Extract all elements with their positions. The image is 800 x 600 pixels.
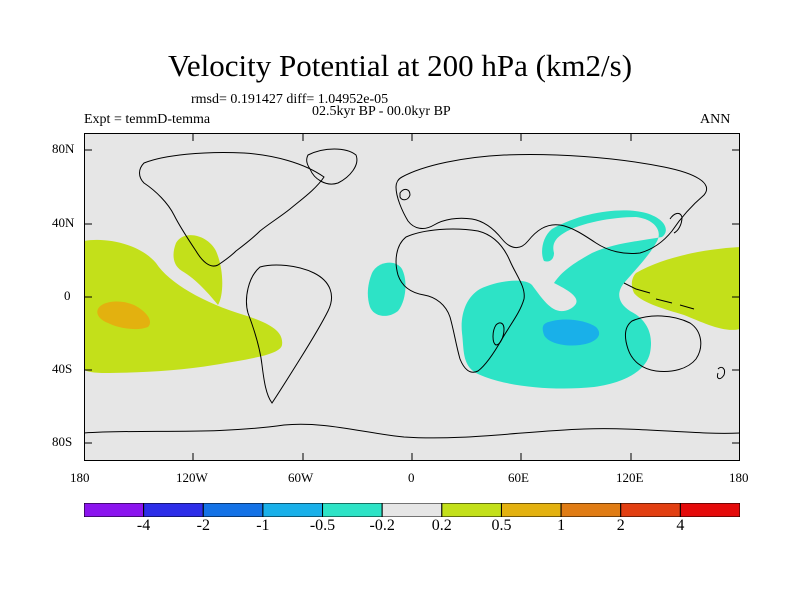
stats-label: rmsd= 0.191427 diff= 1.04952e-05 bbox=[191, 92, 389, 107]
colorbar-swatch bbox=[500, 503, 562, 517]
coastlines bbox=[84, 148, 740, 439]
coast-greenland bbox=[306, 148, 358, 185]
x-tick-60e: 60E bbox=[508, 470, 529, 485]
season-label: ANN bbox=[700, 112, 731, 127]
coast-south-america bbox=[246, 264, 332, 404]
contour-neg-atlantic bbox=[367, 262, 406, 316]
coast-north-america bbox=[139, 151, 325, 267]
colorbar-label: 0.2 bbox=[431, 517, 452, 534]
x-tick-0: 0 bbox=[408, 470, 415, 485]
colorbar-label: 2 bbox=[616, 517, 625, 534]
chart-title: Velocity Potential at 200 hPa (km2/s) bbox=[167, 48, 633, 83]
contour-neg-indian-core bbox=[542, 319, 600, 346]
coast-australia bbox=[624, 315, 702, 372]
map-panel bbox=[84, 133, 740, 461]
x-tick-180w: 180 bbox=[70, 470, 90, 485]
y-tick-0: 0 bbox=[64, 288, 71, 303]
colorbar-swatch bbox=[560, 503, 622, 517]
colorbar-swatch bbox=[679, 503, 740, 517]
coast-britain bbox=[399, 188, 411, 201]
colorbar-label: -0.2 bbox=[369, 517, 395, 534]
contour-pos-mexico bbox=[173, 235, 223, 305]
coast-japan bbox=[669, 212, 683, 234]
contour-pos-mid bbox=[97, 301, 151, 330]
y-tick-40n: 40N bbox=[52, 215, 75, 230]
colorbar-label: 0.5 bbox=[491, 517, 512, 534]
x-tick-60w: 60W bbox=[288, 470, 314, 485]
coast-africa bbox=[395, 228, 525, 373]
colorbar-swatch bbox=[381, 503, 443, 517]
colorbar-label: -4 bbox=[136, 517, 151, 534]
period-label: 02.5kyr BP - 00.0kyr BP bbox=[312, 104, 451, 119]
colorbar-swatch bbox=[202, 503, 264, 517]
colorbar-swatch bbox=[322, 503, 383, 517]
y-tick-80n: 80N bbox=[52, 141, 75, 156]
y-tick-40s: 40S bbox=[52, 361, 73, 376]
contour-pos-west-pacific bbox=[631, 247, 740, 330]
x-tick-120e: 120E bbox=[616, 470, 644, 485]
colorbar-swatch bbox=[143, 503, 204, 517]
colorbar-swatch bbox=[441, 503, 502, 517]
coast-eurasia bbox=[395, 154, 707, 254]
colorbar-swatch bbox=[262, 503, 324, 517]
coast-indonesia bbox=[623, 282, 695, 310]
coast-new-zealand bbox=[717, 366, 725, 380]
x-tick-120w: 120W bbox=[176, 470, 208, 485]
x-tick-180e: 180 bbox=[729, 470, 749, 485]
contour-pos-east-pacific bbox=[84, 239, 283, 373]
colorbar-label: -2 bbox=[196, 517, 210, 534]
colorbar-label: -0.5 bbox=[309, 517, 336, 534]
map-svg bbox=[84, 133, 740, 461]
axis-ticks bbox=[84, 133, 740, 461]
colorbar-label: 1 bbox=[557, 517, 566, 534]
colorbar-label: 4 bbox=[676, 517, 685, 534]
map-border bbox=[84, 133, 740, 461]
coast-madagascar bbox=[492, 322, 505, 346]
colorbar bbox=[84, 503, 740, 517]
contour-neg-indian bbox=[461, 210, 666, 389]
colorbar-swatch bbox=[84, 503, 145, 517]
colorbar-swatch bbox=[620, 503, 681, 517]
coast-antarctica bbox=[84, 423, 740, 439]
colorbar-label: -1 bbox=[256, 517, 270, 534]
experiment-label: Expt = temmD-temma bbox=[84, 112, 211, 127]
y-tick-80s: 80S bbox=[52, 434, 73, 449]
